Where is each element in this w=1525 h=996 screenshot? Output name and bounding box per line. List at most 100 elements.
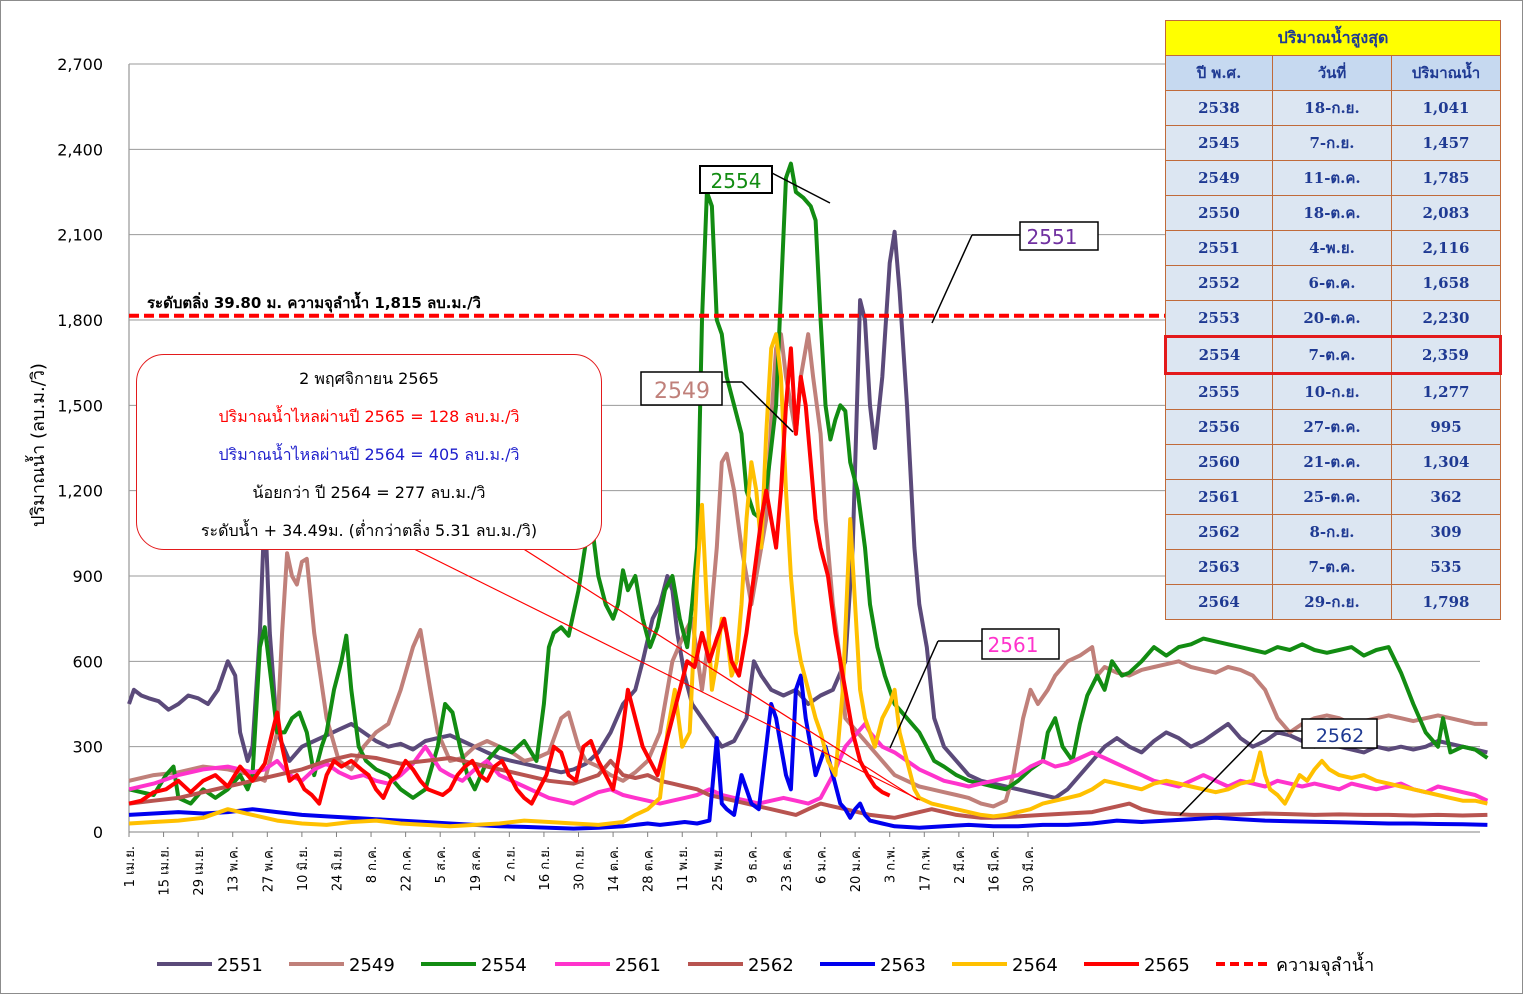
col-year: ปี พ.ศ. — [1165, 55, 1273, 91]
table-cell: 2563 — [1165, 549, 1273, 585]
table-cell: 2561 — [1165, 479, 1273, 515]
table-cell: 535 — [1391, 549, 1501, 585]
table-cell: 2552 — [1165, 265, 1273, 301]
legend-label: 2561 — [615, 955, 661, 976]
y-tick-label: 1,800 — [57, 311, 103, 330]
x-tick-label: 28 ต.ค. — [642, 846, 657, 892]
col-date: วันที่ — [1272, 55, 1392, 91]
table-cell: 2550 — [1165, 195, 1273, 231]
x-tick-label: 27 พ.ค. — [261, 846, 276, 892]
table-row: 2538 18-ก.ย. 1,041 — [1165, 90, 1501, 126]
table-row: 2564 29-ก.ย. 1,798 — [1165, 584, 1501, 620]
table-cell: 2,083 — [1391, 195, 1501, 231]
callout-2561: 2561 — [988, 633, 1039, 657]
x-tick-label: 13 พ.ค. — [227, 846, 242, 892]
x-tick-label: 29 เม.ย. — [192, 846, 207, 896]
y-tick-label: 1,500 — [57, 396, 103, 415]
table-row: 2561 25-ต.ค. 362 — [1165, 479, 1501, 515]
legend-label: 2564 — [1012, 955, 1058, 976]
y-tick-label: 2,700 — [57, 55, 103, 74]
series-line-2562 — [128, 753, 1488, 820]
table-title: ปริมาณน้ำสูงสุด — [1165, 20, 1501, 56]
legend: 2551 2549 2554 2561 2562 2563 2564 2565 ความจุลำ… — [157, 952, 1374, 976]
table-row: 2552 6-ต.ค. 1,658 — [1165, 265, 1501, 301]
legend-label: 2562 — [748, 955, 794, 976]
legend-label: 2565 — [1144, 955, 1190, 976]
table-cell: 2562 — [1165, 514, 1273, 550]
x-tick-label: 8 ก.ค. — [365, 846, 380, 883]
callout-2554: 2554 — [711, 169, 762, 193]
info-date: 2 พฤศจิกายน 2565 — [299, 369, 439, 388]
y-tick-label: 1,200 — [57, 482, 103, 501]
table-cell: 18-ต.ค. — [1272, 195, 1392, 231]
legend-label: ความจุลำน้ำ — [1276, 952, 1374, 976]
x-tick-label: 16 ก.ย. — [538, 846, 553, 890]
table-cell: 25-ต.ค. — [1272, 479, 1392, 515]
info-box: 2 พฤศจิกายน 2565 ปริมาณน้ำไหลผ่านปี 2565… — [136, 354, 602, 550]
table-cell: 7-ก.ย. — [1272, 125, 1392, 161]
y-tick-label: 0 — [93, 823, 103, 842]
table-row: 2549 11-ต.ค. 1,785 — [1165, 160, 1501, 196]
table-cell: 2551 — [1165, 230, 1273, 266]
x-tick-label: 16 มี.ค. — [986, 846, 1002, 892]
x-tick-label: 1 เม.ย. — [123, 846, 138, 887]
table-cell: 1,277 — [1391, 373, 1501, 410]
info-level: ระดับน้ำ + 34.49ม. (ต่ำกว่าตลิ่ง 5.31 ลบ… — [200, 521, 538, 540]
peak-flow-table: ปริมาณน้ำสูงสุด ปี พ.ศ. วันที่ ปริมาณน้ำ… — [1164, 20, 1502, 620]
x-tick-label: 2 ก.ย. — [503, 846, 518, 882]
x-tick-label: 30 มี.ค. — [1021, 846, 1037, 892]
info-2564: ปริมาณน้ำไหลผ่านปี 2564 = 405 ลบ.ม./วิ — [218, 445, 520, 464]
table-cell: 2545 — [1165, 125, 1273, 161]
table-cell: 20-ต.ค. — [1272, 300, 1392, 337]
table-cell: 2,230 — [1391, 300, 1501, 337]
x-tick-label: 9 ธ.ค. — [745, 846, 760, 883]
y-tick-label: 900 — [72, 567, 103, 586]
x-tick-label: 20 ม.ค. — [849, 846, 864, 892]
y-tick-label: 2,400 — [57, 140, 103, 159]
x-tick-label: 2 มี.ค. — [952, 846, 968, 884]
y-tick-label: 2,100 — [57, 226, 103, 245]
table-cell: 1,658 — [1391, 265, 1501, 301]
info-diff: น้อยกว่า ปี 2564 = 277 ลบ.ม./วิ — [252, 483, 486, 502]
table-row: 2551 4-พ.ย. 2,116 — [1165, 230, 1501, 266]
legend-label: 2549 — [349, 955, 395, 976]
x-tick-label: 3 ก.พ. — [884, 846, 899, 883]
table-row: 2550 18-ต.ค. 2,083 — [1165, 195, 1501, 231]
x-tick-label: 24 มิ.ย. — [330, 846, 345, 891]
table-cell: 309 — [1391, 514, 1501, 550]
x-tick-label: 14 ต.ค. — [607, 846, 622, 892]
table-cell: 995 — [1391, 409, 1501, 445]
series-lines — [127, 161, 1489, 831]
table-body: 2538 18-ก.ย. 1,041 2545 7-ก.ย. 1,457 2549 11-ต.… — [1164, 90, 1502, 620]
x-tick-label: 22 ก.ค. — [400, 846, 415, 892]
table-row: 2562 8-ก.ย. 309 — [1165, 514, 1501, 550]
x-tick-label: 6 ม.ค. — [815, 846, 830, 884]
x-tick-labels: 1 เม.ย. 15 เม.ย. 29 เม.ย. 13 พ.ค. 27 พ.ค. 10 … — [123, 846, 1037, 896]
table-cell: 8-ก.ย. — [1272, 514, 1392, 550]
table-cell: 2564 — [1165, 584, 1273, 620]
callout-layer: 2554 2551 2549 2561 2562 — [411, 165, 1378, 816]
table-row: 2553 20-ต.ค. 2,230 — [1165, 300, 1501, 337]
x-tick-label: 19 ส.ค. — [469, 846, 484, 892]
col-flow: ปริมาณน้ำ — [1391, 55, 1501, 91]
y-tick-labels: 0 300 600 900 1,200 1,500 1,800 2,100 2,400 2,700 — [57, 55, 103, 842]
table-cell: 4-พ.ย. — [1272, 230, 1392, 266]
table-cell: 2538 — [1165, 90, 1273, 126]
table-cell: 1,304 — [1391, 444, 1501, 480]
table-cell: 2554 — [1164, 335, 1273, 375]
table-cell: 29-ก.ย. — [1272, 584, 1392, 620]
table-cell: 2555 — [1165, 373, 1273, 410]
table-cell: 2560 — [1165, 444, 1273, 480]
legend-label: 2551 — [217, 955, 263, 976]
series-line-2565 — [128, 346, 891, 806]
table-cell: 2553 — [1165, 300, 1273, 337]
table-row: 2555 10-ก.ย. 1,277 — [1165, 373, 1501, 410]
table-cell: 2,116 — [1391, 230, 1501, 266]
x-tick-label: 30 ก.ย. — [573, 846, 588, 890]
legend-label: 2563 — [880, 955, 926, 976]
table-row: 2554 7-ต.ค. 2,359 — [1164, 335, 1502, 375]
callout-2551: 2551 — [1027, 225, 1078, 249]
table-cell: 6-ต.ค. — [1272, 265, 1392, 301]
table-cell: 1,041 — [1391, 90, 1501, 126]
